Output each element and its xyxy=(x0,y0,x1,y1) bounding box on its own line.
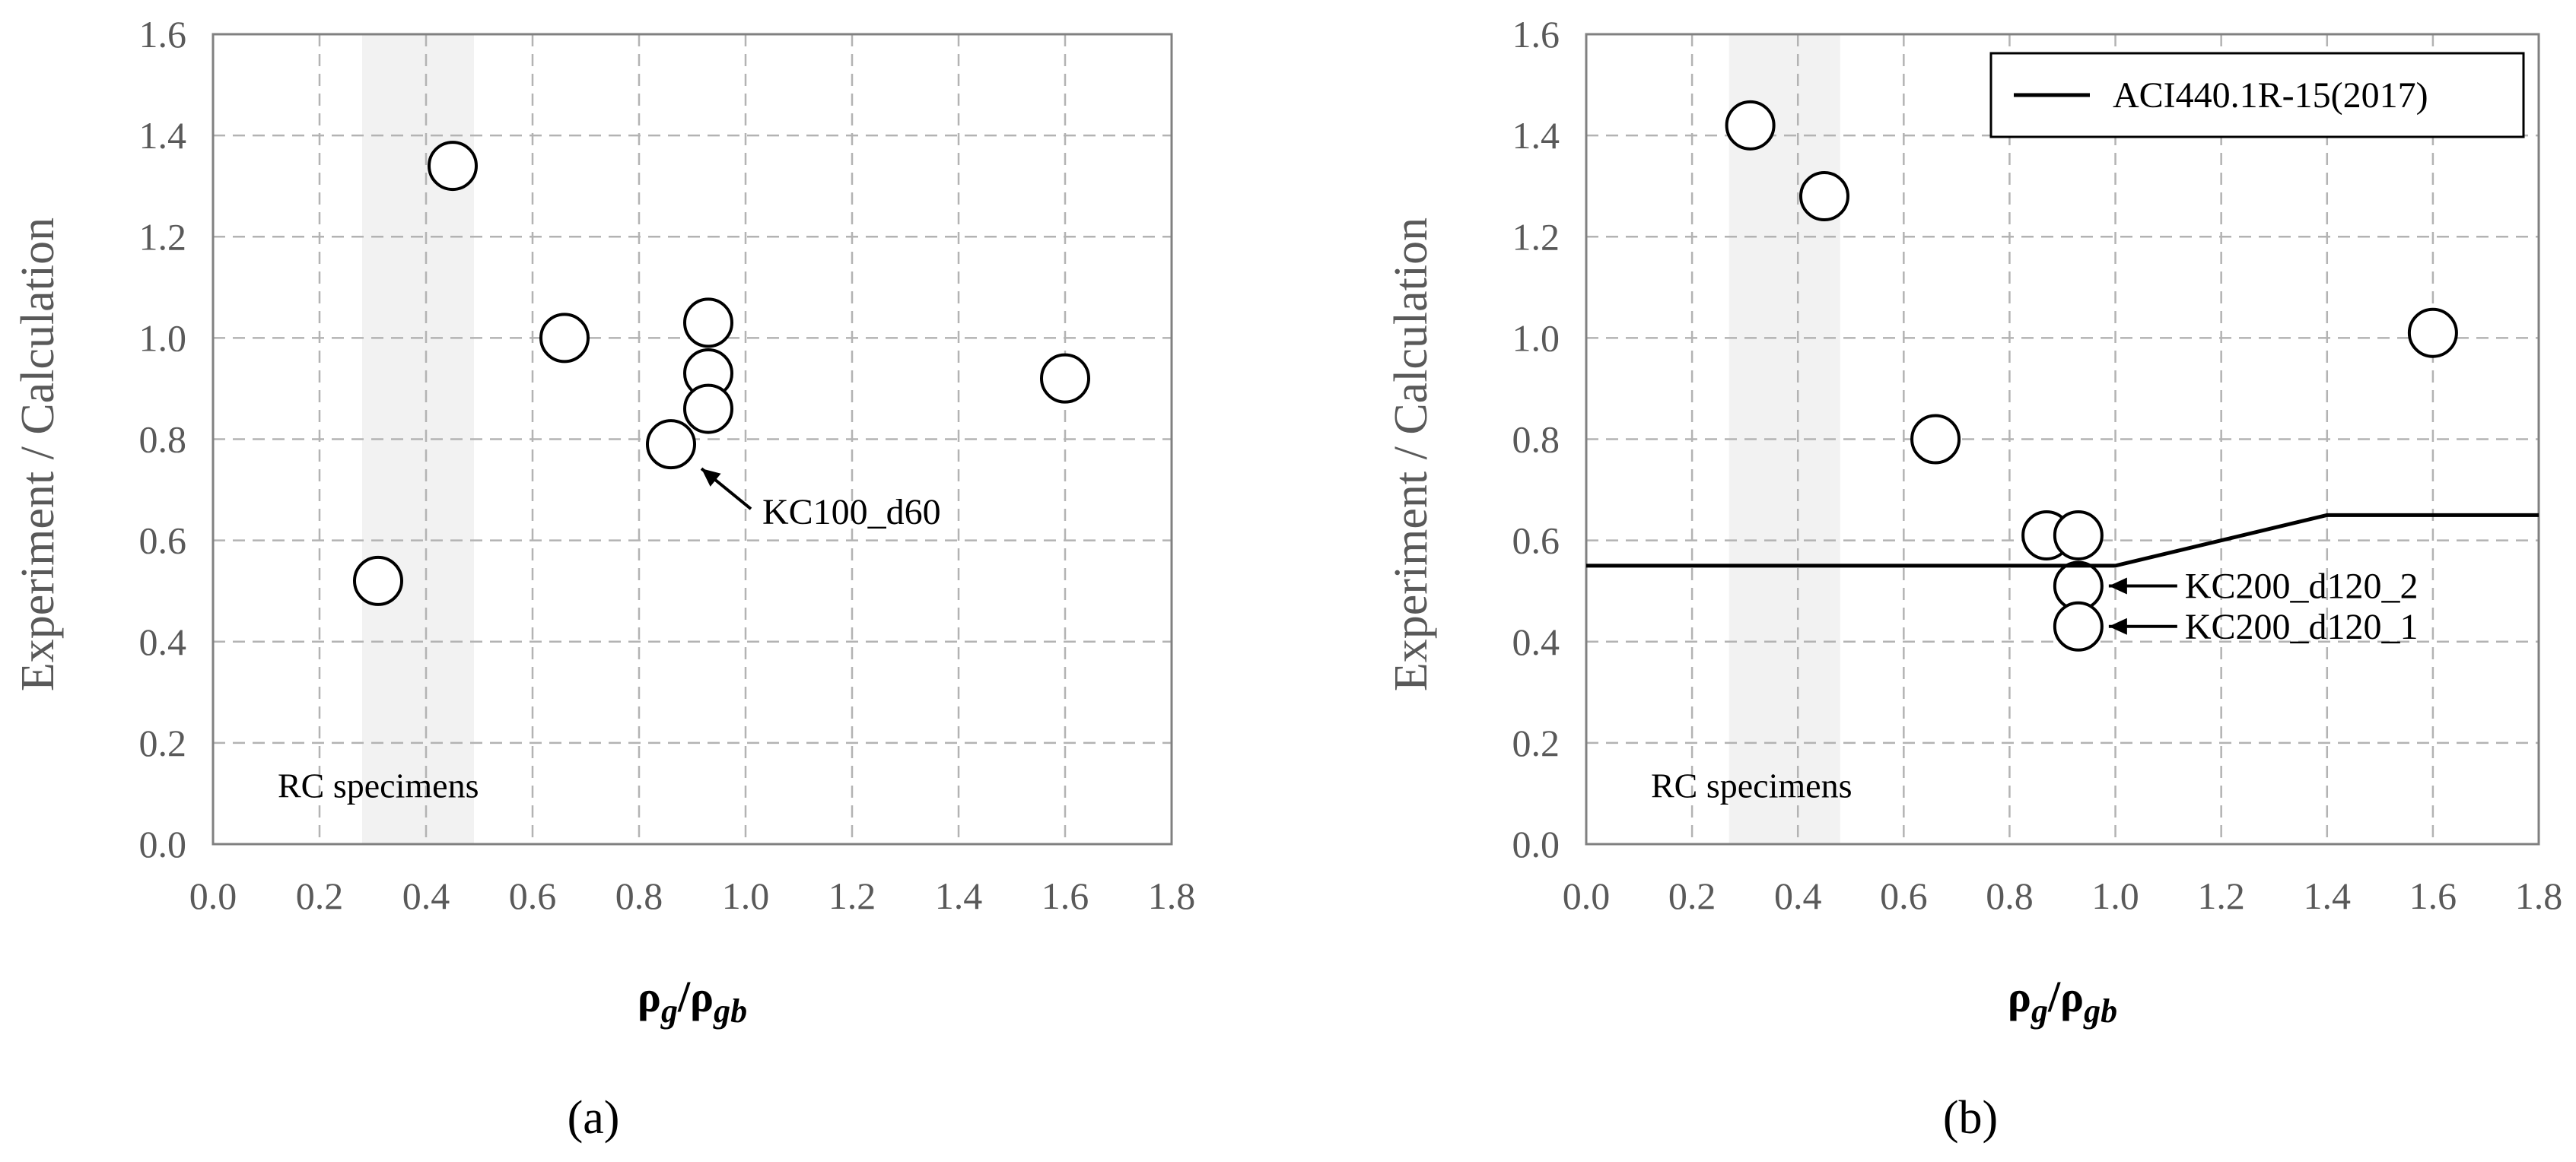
y-tick-label: 0.2 xyxy=(139,722,187,764)
legend-label: ACI440.1R-15(2017) xyxy=(2113,75,2428,116)
x-tick-label: 0.2 xyxy=(1668,875,1716,917)
x-tick-label: 1.4 xyxy=(935,875,983,917)
data-point xyxy=(1910,414,1961,465)
x-tick-label: 1.6 xyxy=(2409,875,2457,917)
annotation-arrowhead xyxy=(2108,618,2127,635)
x-tick-label: 0.8 xyxy=(615,875,663,917)
annotation-label: KC200_d120_1 xyxy=(2185,607,2419,647)
x-tick-label: 0.4 xyxy=(402,875,450,917)
data-point xyxy=(1725,100,1776,151)
y-axis-title: Experiment / Calculation xyxy=(12,217,64,691)
y-tick-label: 0.4 xyxy=(1512,621,1560,663)
x-tick-label: 1.2 xyxy=(2197,875,2245,917)
panel-label: (a) xyxy=(568,1092,620,1144)
series-line xyxy=(1586,513,2539,568)
data-point xyxy=(2053,601,2104,652)
chart-panel-a: 0.0 0.2 0.4 0.6 0.8 1.0 1.2 1.4 1.6 1.8 0.0 0.2 0.4 0… xyxy=(12,13,1195,1144)
data-point xyxy=(1799,171,1849,221)
plot-frame xyxy=(1585,33,2540,846)
x-tick-label: 0.6 xyxy=(1880,875,1928,917)
annotation-arrowhead xyxy=(701,468,721,487)
y-tick-label: 0.4 xyxy=(139,621,187,663)
y-axis-title: Experiment / Calculation xyxy=(1385,217,1437,691)
data-point xyxy=(683,297,733,348)
y-tick-label: 1.6 xyxy=(139,13,187,56)
data-point xyxy=(539,313,590,364)
annotation-arrowhead xyxy=(2108,577,2127,595)
x-tick-label: 0.6 xyxy=(509,875,557,917)
plot-frame xyxy=(211,33,1173,846)
y-tick-label: 0.0 xyxy=(139,823,187,865)
x-tick-label: 0.0 xyxy=(189,875,237,917)
x-tick-label: 1.6 xyxy=(1042,875,1089,917)
y-tick-label: 1.0 xyxy=(139,316,187,359)
y-tick-label: 0.8 xyxy=(139,418,187,461)
x-axis-title: ρg/ρgb xyxy=(638,972,747,1030)
y-tick-label: 0.6 xyxy=(139,519,187,562)
y-tick-label: 1.4 xyxy=(1512,114,1560,157)
y-tick-label: 0.8 xyxy=(1512,418,1560,461)
x-tick-label: 1.2 xyxy=(828,875,876,917)
y-tick-label: 1.2 xyxy=(1512,215,1560,258)
panel-label: (b) xyxy=(1943,1092,1998,1144)
x-tick-label: 0.0 xyxy=(1563,875,1611,917)
y-tick-label: 0.0 xyxy=(1512,823,1560,865)
x-tick-label: 1.0 xyxy=(2091,875,2139,917)
data-point xyxy=(353,555,403,606)
annotation-label: KC100_d60 xyxy=(762,492,941,532)
y-tick-label: 1.2 xyxy=(139,215,187,258)
y-tick-label: 1.4 xyxy=(139,114,187,157)
data-point xyxy=(2407,307,2458,358)
x-tick-label: 1.8 xyxy=(2515,875,2563,917)
x-tick-label: 1.4 xyxy=(2304,875,2352,917)
y-tick-label: 1.0 xyxy=(1512,316,1560,359)
x-tick-label: 0.4 xyxy=(1774,875,1822,917)
x-axis-title: ρg/ρgb xyxy=(2008,972,2117,1030)
x-tick-label: 0.2 xyxy=(296,875,344,917)
data-point xyxy=(2053,510,2104,560)
y-tick-label: 0.2 xyxy=(1512,722,1560,764)
y-tick-label: 0.6 xyxy=(1512,519,1560,562)
data-point xyxy=(646,419,696,470)
x-tick-label: 1.0 xyxy=(722,875,770,917)
data-point xyxy=(428,141,478,192)
annotation-label: KC200_d120_2 xyxy=(2185,567,2419,607)
chart-panel-b: 0.0 0.2 0.4 0.6 0.8 1.0 1.2 1.4 1.6 1.8 0.0 0.2 0.4 0… xyxy=(1385,13,2562,1144)
x-tick-label: 0.8 xyxy=(1986,875,2034,917)
data-point xyxy=(683,383,733,434)
region-label: RC specimens xyxy=(1651,766,1852,805)
data-point xyxy=(1040,353,1090,404)
region-label: RC specimens xyxy=(278,766,479,805)
x-tick-label: 1.8 xyxy=(1148,875,1196,917)
y-tick-label: 1.6 xyxy=(1512,13,1560,56)
